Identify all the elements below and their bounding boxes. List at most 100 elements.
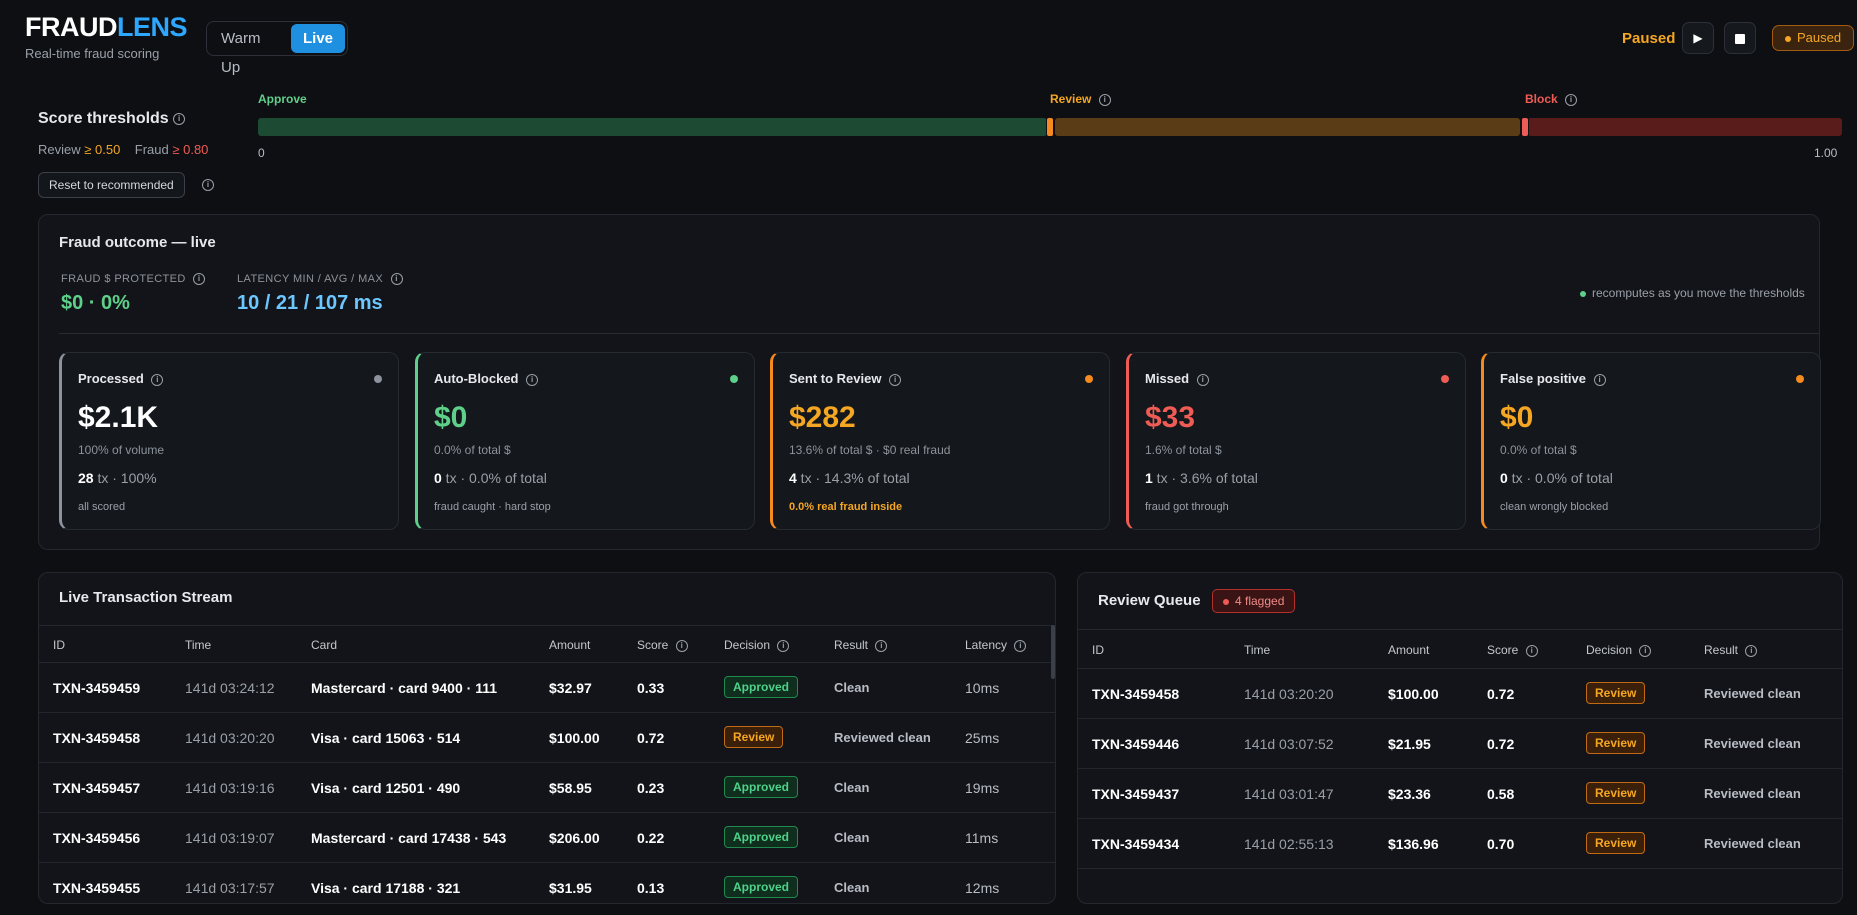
card-value: $0 — [434, 401, 468, 434]
col-result[interactable]: Result i — [1704, 643, 1758, 657]
play-button[interactable]: ▶ — [1682, 22, 1714, 54]
info-icon[interactable]: i — [1565, 93, 1578, 106]
stream-scrollbar[interactable] — [1051, 625, 1055, 679]
col-result[interactable]: Result i — [834, 638, 888, 652]
info-icon[interactable]: i — [202, 179, 214, 191]
txn-time: 141d 03:01:47 — [1244, 786, 1334, 802]
table-row[interactable]: TXN-3459437 141d 03:01:47 $23.36 0.58 Review… — [1078, 769, 1842, 819]
mode-live-button[interactable]: Live — [290, 24, 345, 53]
txn-card: Visa · card 17188 · 321 — [311, 880, 461, 896]
txn-score: 0.13 — [637, 880, 665, 896]
review-threshold-handle[interactable] — [1046, 117, 1054, 137]
txn-result: Clean — [834, 830, 870, 845]
table-row[interactable]: TXN-3459434 141d 02:55:13 $136.96 0.70 Revie… — [1078, 819, 1842, 869]
col-id[interactable]: ID — [53, 638, 65, 652]
txn-id: TXN-3459459 — [53, 680, 141, 696]
table-row[interactable]: TXN-3459458 141d 03:20:20 $100.00 0.72 Revie… — [1078, 669, 1842, 719]
txn-time: 141d 03:20:20 — [1244, 686, 1334, 702]
table-row[interactable]: TXN-3459459 141d 03:24:12 Mastercard · car… — [39, 663, 1055, 713]
card-subtext: 0.0% of total $ — [434, 443, 511, 457]
txn-card: Mastercard · card 9400 · 111 — [311, 680, 498, 696]
outcome-card: Processed i $2.1K 100% of volume 28 tx · 10… — [59, 352, 399, 530]
info-icon[interactable]: i — [1639, 644, 1652, 657]
info-icon[interactable]: i — [1196, 373, 1209, 386]
txn-latency: 19ms — [965, 780, 1000, 796]
card-subtext: 0.0% of total $ — [1500, 443, 1577, 457]
txn-id: TXN-3459434 — [1092, 836, 1180, 852]
col-amount[interactable]: Amount — [1388, 643, 1430, 657]
stream-table-header: ID Time Card Amount Score i Decision i R… — [39, 625, 1055, 663]
info-icon[interactable]: i — [875, 639, 888, 652]
card-subtext: 13.6% of total $ · $0 real fraud — [789, 443, 951, 457]
card-subtext: 1.6% of total $ — [1145, 443, 1222, 457]
txn-time: 141d 03:19:16 — [185, 780, 275, 796]
decision-badge[interactable]: Review — [1586, 682, 1646, 704]
col-decision[interactable]: Decision i — [1586, 643, 1652, 657]
axis-min-label: 0 — [258, 146, 265, 160]
thresholds-title: Score thresholds i — [38, 110, 186, 128]
txn-latency: 10ms — [965, 680, 1000, 696]
col-latency[interactable]: Latency i — [965, 638, 1027, 652]
info-icon[interactable]: i — [1745, 644, 1758, 657]
card-tx-count: 0 tx · 0.0% of total — [1500, 470, 1613, 486]
play-icon: ▶ — [1693, 31, 1703, 45]
txn-amount: $100.00 — [1388, 686, 1439, 702]
stop-icon — [1735, 33, 1745, 44]
flag-dot-icon — [1223, 598, 1229, 605]
card-footnote: fraud caught · hard stop — [434, 501, 551, 513]
info-icon[interactable]: i — [777, 639, 790, 652]
info-icon[interactable]: i — [1014, 639, 1027, 652]
col-time[interactable]: Time — [185, 638, 212, 652]
txn-latency: 11ms — [965, 830, 999, 846]
info-icon[interactable]: i — [173, 112, 186, 125]
info-icon[interactable]: i — [526, 373, 539, 386]
txn-time: 141d 03:19:07 — [185, 830, 275, 846]
card-status-dot-icon — [730, 375, 738, 383]
col-decision[interactable]: Decision i — [724, 638, 790, 652]
card-status-dot-icon — [1441, 375, 1449, 383]
info-icon[interactable]: i — [1593, 373, 1606, 386]
mode-warm-up-button[interactable]: Warm Up — [221, 30, 261, 76]
queue-table-header: ID Time Amount Score i Decision i Result… — [1078, 629, 1842, 669]
axis-max-label: 1.00 — [1814, 146, 1838, 160]
decision-badge[interactable]: Review — [1586, 782, 1646, 804]
col-score[interactable]: Score i — [637, 638, 688, 652]
col-amount[interactable]: Amount — [549, 638, 591, 652]
decision-badge[interactable]: Review — [1586, 732, 1646, 754]
info-icon[interactable]: i — [675, 639, 688, 652]
col-card[interactable]: Card — [311, 638, 338, 652]
info-icon[interactable]: i — [889, 373, 902, 386]
table-row[interactable]: TXN-3459446 141d 03:07:52 $21.95 0.72 Review… — [1078, 719, 1842, 769]
fraud-threshold-handle[interactable] — [1521, 117, 1529, 137]
txn-latency: 25ms — [965, 730, 1000, 746]
info-icon[interactable]: i — [390, 273, 403, 286]
stream-state-text: Paused — [1622, 30, 1676, 47]
stop-button[interactable] — [1724, 22, 1756, 54]
table-row[interactable]: TXN-3459457 141d 03:19:16 Visa · card 1250… — [39, 763, 1055, 813]
card-title: Processed i — [78, 371, 164, 386]
table-row[interactable]: TXN-3459456 141d 03:19:07 Mastercard · car… — [39, 813, 1055, 863]
outcome-card: False positive i $0 0.0% of total $ 0 tx · … — [1481, 352, 1821, 530]
card-value: $282 — [789, 401, 856, 434]
card-title: Sent to Review i — [789, 371, 902, 386]
txn-score: 0.70 — [1487, 836, 1515, 852]
card-footnote: fraud got through — [1145, 501, 1229, 513]
txn-amount: $58.95 — [549, 780, 592, 796]
table-row[interactable]: TXN-3459455 141d 03:17:57 Visa · card 1718… — [39, 863, 1055, 903]
txn-time: 141d 03:24:12 — [185, 680, 275, 696]
info-icon[interactable]: i — [151, 373, 164, 386]
info-icon[interactable]: i — [193, 273, 206, 286]
txn-time: 141d 03:20:20 — [185, 730, 275, 746]
col-id[interactable]: ID — [1092, 643, 1104, 657]
txn-amount: $32.97 — [549, 680, 592, 696]
col-time[interactable]: Time — [1244, 643, 1271, 657]
reset-to-recommended-button[interactable]: Reset to recommended — [38, 172, 185, 198]
col-score[interactable]: Score i — [1487, 643, 1538, 657]
table-row[interactable]: TXN-3459458 141d 03:20:20 Visa · card 1506… — [39, 713, 1055, 763]
info-icon[interactable]: i — [1098, 93, 1111, 106]
txn-card: Mastercard · card 17438 · 543 — [311, 830, 507, 846]
decision-badge[interactable]: Review — [1586, 832, 1646, 854]
card-subtext: 100% of volume — [78, 443, 165, 457]
txn-id: TXN-3459446 — [1092, 736, 1180, 752]
info-icon[interactable]: i — [1525, 644, 1538, 657]
